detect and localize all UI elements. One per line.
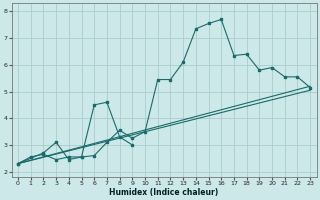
X-axis label: Humidex (Indice chaleur): Humidex (Indice chaleur)	[109, 188, 219, 197]
